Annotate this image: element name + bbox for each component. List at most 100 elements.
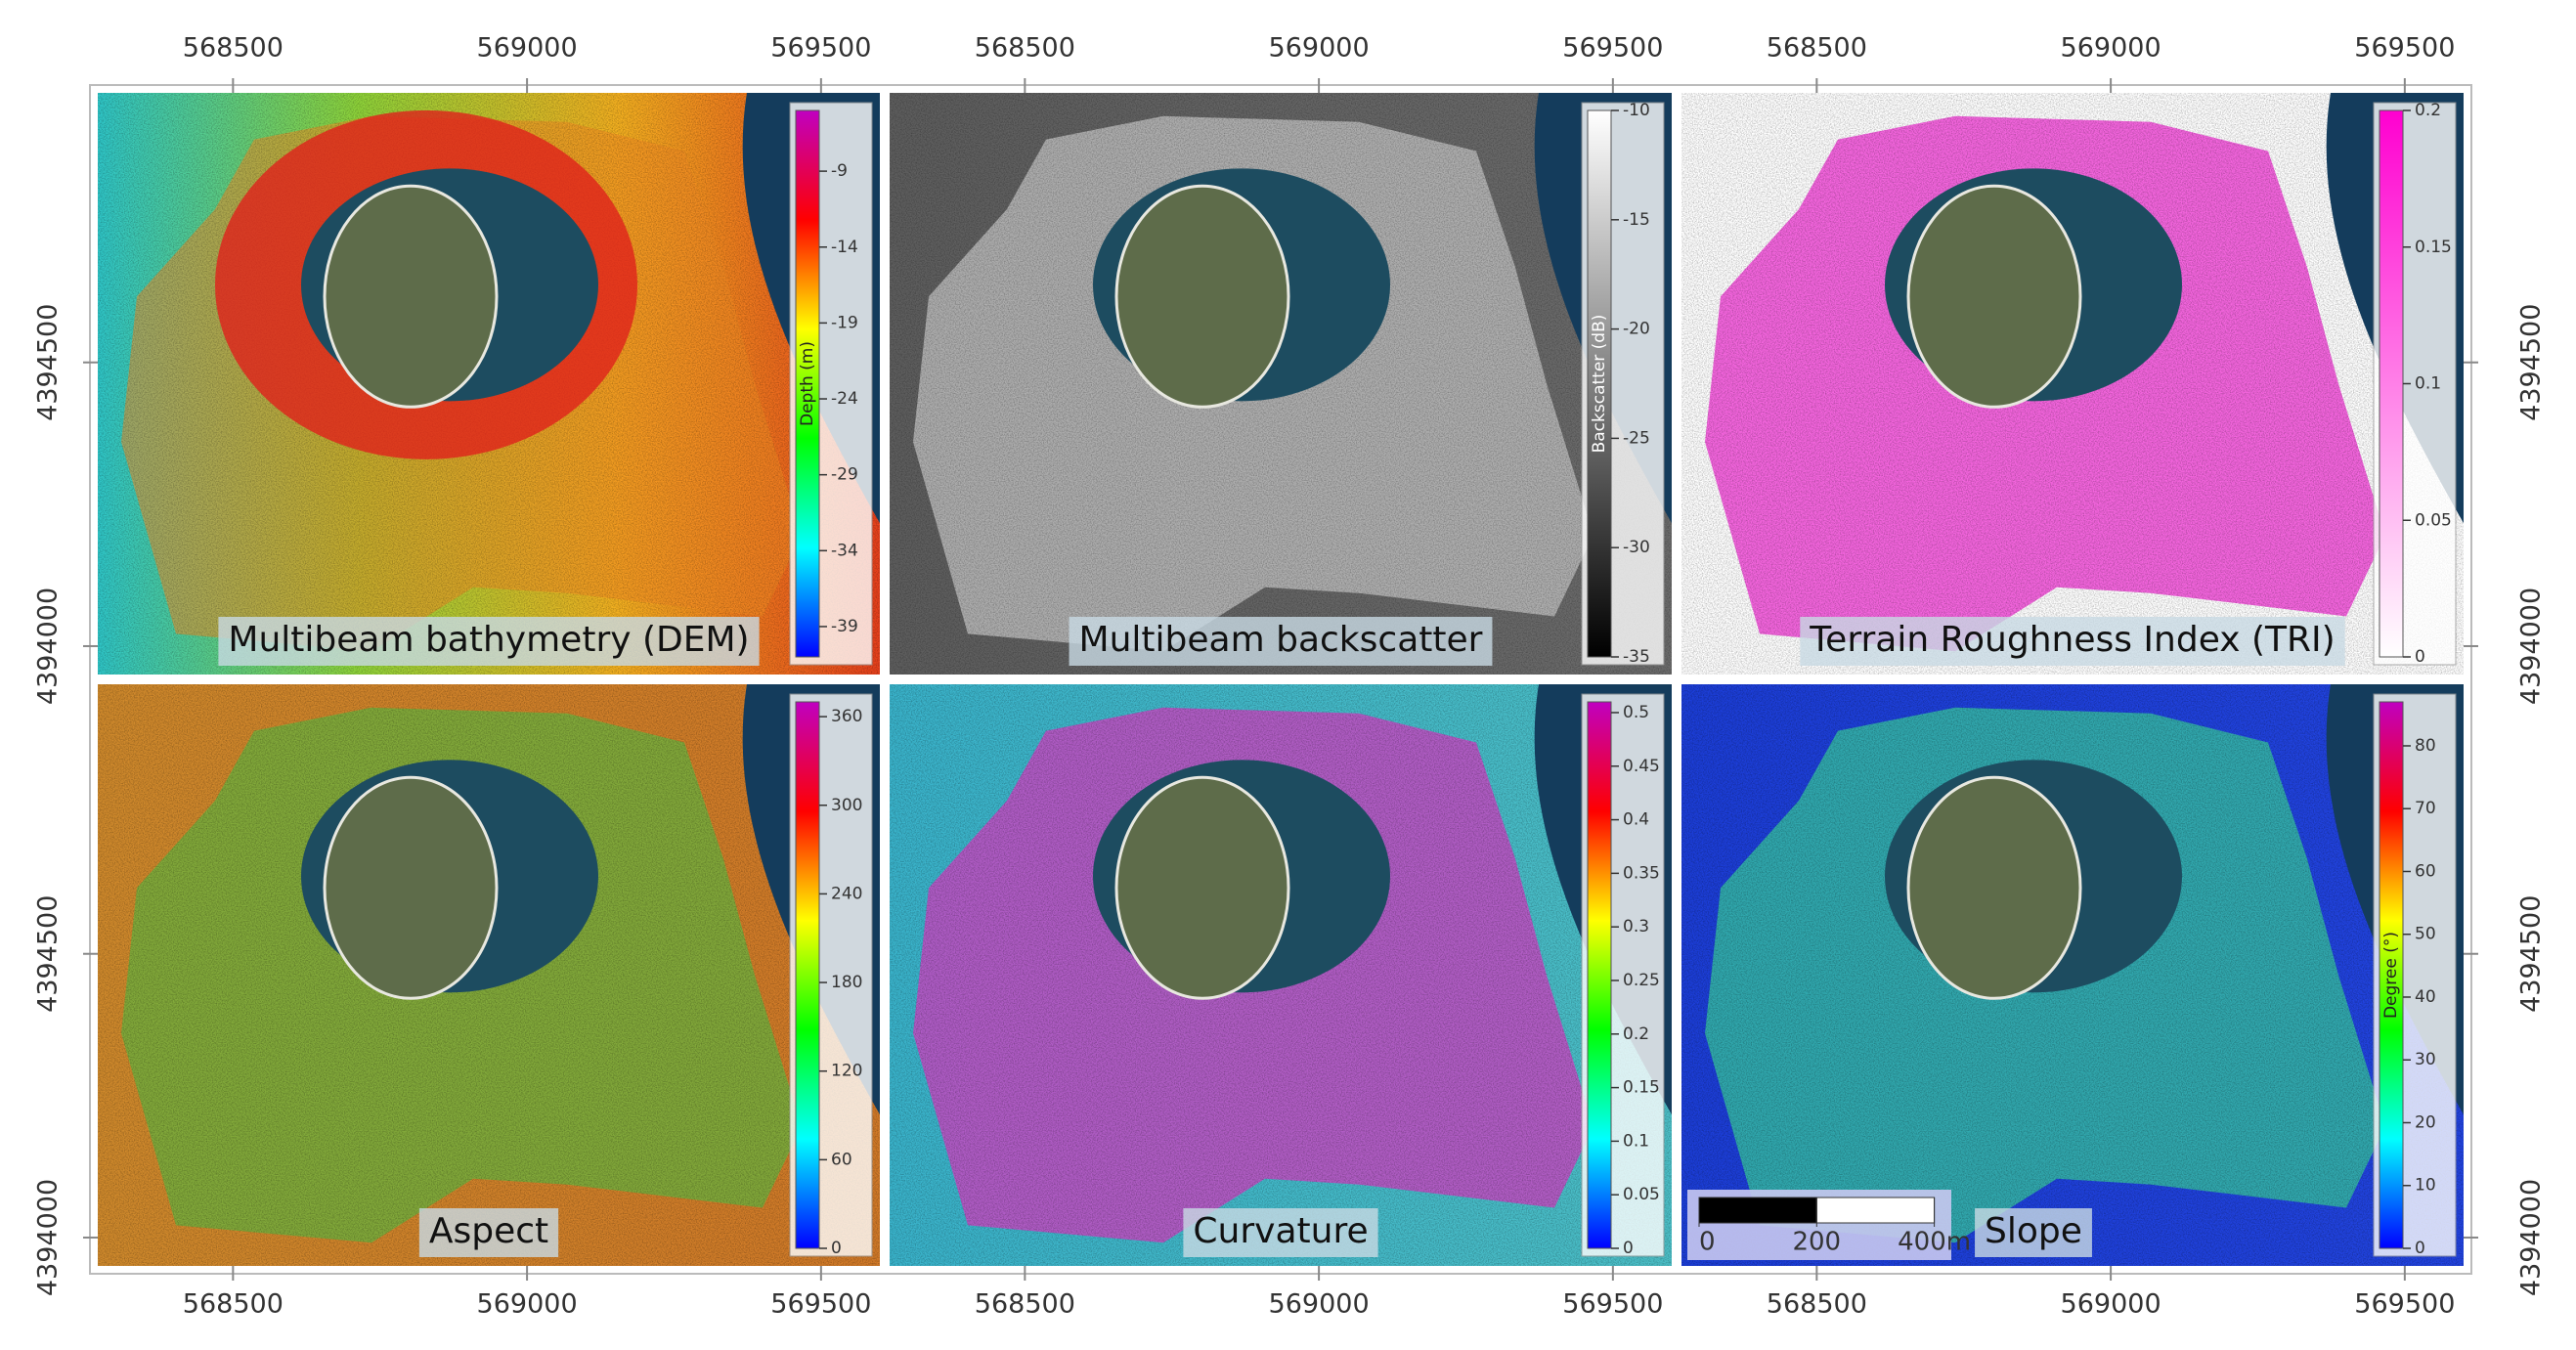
scale-segment [1698, 1197, 1817, 1224]
y-tick-label: 4394000 [33, 1179, 64, 1296]
island [323, 184, 499, 409]
colorbar-tick-label: 0.15 [2415, 238, 2452, 257]
scale-label: 400m [1898, 1228, 1971, 1257]
x-tick-label: 569000 [2061, 1289, 2161, 1320]
y-tick-label: 4394000 [2516, 1179, 2547, 1296]
island [1906, 775, 2082, 1000]
title-box [1800, 617, 2345, 666]
colorbar-tick-label: 10 [2415, 1176, 2436, 1196]
colorbar-tick-label: -34 [831, 541, 858, 560]
colorbar [795, 109, 820, 658]
x-tick-label: 569000 [477, 33, 578, 64]
island [323, 775, 499, 1000]
map-panel [1681, 93, 2464, 675]
colorbar-tick-label: -10 [1623, 101, 1650, 120]
colorbar-label: Backscatter (dB) [1590, 315, 1609, 454]
colorbar-tick-label: 20 [2415, 1112, 2436, 1132]
title-box [1183, 1208, 1378, 1257]
y-tick-label: 4394500 [2516, 304, 2547, 421]
island [1114, 184, 1290, 409]
colorbar-tick-label: -19 [831, 313, 858, 332]
colorbar-tick-label: 80 [2415, 736, 2436, 756]
colorbar-tick-label: 0.15 [1623, 1078, 1660, 1098]
x-tick-label: 569500 [2354, 1289, 2455, 1320]
colorbar-tick-label: 0.2 [1623, 1024, 1649, 1044]
colorbar-tick-label: 120 [831, 1062, 862, 1081]
title-box [218, 617, 760, 666]
colorbar-tick-label: 0 [2415, 647, 2425, 667]
colorbar-tick-label: 0.05 [2415, 510, 2452, 530]
x-tick-label: 568500 [183, 1289, 284, 1320]
colorbar-label: Depth (m) [798, 341, 817, 426]
colorbar-tick-label: -30 [1623, 538, 1650, 557]
x-tick-label: 568500 [975, 1289, 1075, 1320]
colorbar [795, 701, 820, 1249]
y-tick-label: 4394500 [2516, 895, 2547, 1013]
colorbar-tick-label: -29 [831, 465, 858, 485]
x-tick-label: 568500 [183, 33, 284, 64]
x-tick-label: 569500 [1562, 33, 1663, 64]
y-tick-label: 4394500 [33, 895, 64, 1013]
map-panel [890, 93, 1672, 675]
colorbar-tick-label: 0.4 [1623, 810, 1649, 830]
colorbar-tick-label: -24 [831, 389, 858, 409]
colorbar-tick-label: -20 [1623, 320, 1650, 339]
colorbar-tick-label: 0.1 [2415, 374, 2441, 394]
colorbar-tick-label: 60 [831, 1150, 852, 1169]
map-panel [98, 93, 880, 675]
colorbar-tick-label: 0.5 [1623, 703, 1649, 722]
colorbar-tick-label: 0.1 [1623, 1131, 1649, 1151]
y-tick-label: 4394000 [2516, 588, 2547, 705]
scale-label: 0 [1699, 1228, 1716, 1257]
island [1906, 184, 2082, 409]
colorbar-tick-label: 300 [831, 796, 862, 815]
colorbar-tick-label: 0.2 [2415, 101, 2441, 120]
colorbar-tick-label: -14 [831, 238, 858, 257]
colorbar [1587, 701, 1612, 1249]
colorbar-tick-label: 70 [2415, 799, 2436, 818]
x-tick-label: 569500 [1562, 1289, 1663, 1320]
panel-title: Multibeam backscatter [1079, 620, 1483, 660]
colorbar-tick-label: 0 [2415, 1239, 2425, 1258]
colorbar-tick-label: 0.3 [1623, 917, 1649, 936]
x-tick-label: 568500 [975, 33, 1075, 64]
colorbar-tick-label: -9 [831, 161, 848, 181]
colorbar-tick-label: 240 [831, 884, 862, 903]
colorbar-tick-label: 40 [2415, 987, 2436, 1007]
x-tick-label: 569000 [1269, 33, 1370, 64]
colorbar-tick-label: 30 [2415, 1050, 2436, 1069]
x-tick-label: 569500 [2354, 33, 2455, 64]
title-box [1975, 1208, 2092, 1257]
island [1114, 775, 1290, 1000]
panel-title: Multibeam bathymetry (DEM) [228, 620, 749, 660]
colorbar-tick-label: 0.25 [1623, 971, 1660, 990]
colorbar-tick-label: 60 [2415, 861, 2436, 881]
x-tick-label: 569500 [770, 33, 871, 64]
y-tick-label: 4394000 [33, 588, 64, 705]
frame [89, 84, 2472, 1275]
panel-title: Curvature [1193, 1211, 1368, 1251]
x-tick-label: 569000 [2061, 33, 2161, 64]
colorbar-tick-label: 0 [831, 1239, 842, 1258]
panel-title: Aspect [429, 1211, 548, 1251]
colorbar-tick-label: -25 [1623, 428, 1650, 448]
colorbar-tick-label: 0.05 [1623, 1185, 1660, 1204]
map-panel [98, 684, 880, 1266]
title-box [1069, 617, 1493, 666]
colorbar [1587, 109, 1612, 658]
colorbar-tick-label: 0.45 [1623, 757, 1660, 776]
colorbar-tick-label: -35 [1623, 647, 1650, 667]
colorbar-tick-label: -15 [1623, 210, 1650, 230]
panel-title: Slope [1985, 1211, 2082, 1251]
panel-title: Terrain Roughness Index (TRI) [1809, 620, 2335, 660]
colorbar-tick-label: 0 [1623, 1239, 1634, 1258]
title-box [418, 1208, 559, 1257]
colorbar-tick-label: 360 [831, 707, 862, 726]
colorbar [2379, 701, 2404, 1249]
colorbar [2379, 109, 2404, 658]
scale-segment [1815, 1197, 1936, 1224]
map-panel [890, 684, 1672, 1266]
colorbar-tick-label: 0.35 [1623, 863, 1660, 883]
y-tick-label: 4394500 [33, 304, 64, 421]
